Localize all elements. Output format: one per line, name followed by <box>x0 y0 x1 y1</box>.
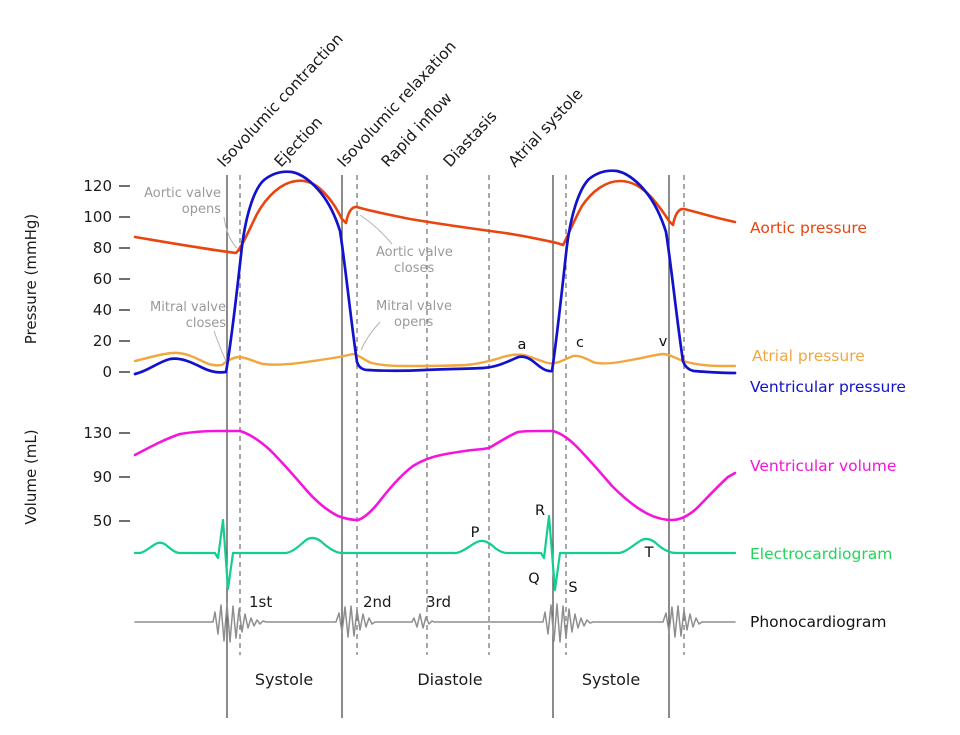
pressure-axis-title: Pressure (mmHg) <box>22 214 40 345</box>
ecg-r-wave-label: R <box>535 503 545 519</box>
annotation-aortic-valve-closes: Aortic valve closes <box>359 214 453 276</box>
phase-label-ejection: Ejection <box>271 113 326 171</box>
pressure-tick-20: 20 <box>93 332 112 350</box>
annotation-text: Mitral valve <box>150 300 226 315</box>
phase-labels-bottom: Systole Diastole Systole <box>255 670 640 689</box>
atrial-pressure-curve <box>133 351 737 368</box>
annotation-text: Aortic valve <box>376 245 453 260</box>
leader-line <box>223 216 238 249</box>
phase-label-atrial-systole: Atrial systole <box>505 85 587 171</box>
legend-ventricular-volume: Ventricular volume <box>750 457 896 475</box>
annotation-aortic-valve-opens: Aortic valve opens <box>144 186 238 249</box>
volume-axis: Volume (mL) 130 90 50 <box>22 424 130 530</box>
ecg-p-wave-label: P <box>471 525 480 541</box>
phase-label-systole-2: Systole <box>582 670 640 689</box>
annotation-text: Mitral valve <box>376 299 452 314</box>
volume-tick-90: 90 <box>93 468 112 486</box>
ventricular-pressure-curve <box>133 169 737 376</box>
annotation-text: closes <box>394 261 434 276</box>
phase-label-systole-1: Systole <box>255 670 313 689</box>
guide-lines <box>226 175 685 718</box>
aortic-pressure-curve <box>133 179 737 255</box>
atrial-a-wave-label: a <box>518 337 527 353</box>
ecg-t-wave-label: T <box>644 545 654 561</box>
annotation-text: opens <box>182 202 221 217</box>
pressure-tick-120: 120 <box>83 177 112 195</box>
ecg-s-wave-label: S <box>568 580 577 596</box>
legend-electrocardiogram: Electrocardiogram <box>750 545 892 563</box>
pressure-tick-100: 100 <box>83 208 112 226</box>
atrial-v-wave-label: v <box>659 334 668 350</box>
phase-labels-top: Isovolumic contraction Ejection Isovolum… <box>214 30 587 171</box>
atrial-c-wave-label: c <box>576 335 584 351</box>
legend-aortic-pressure: Aortic pressure <box>750 219 867 237</box>
ecg-q-wave-label: Q <box>528 571 539 587</box>
phase-label-diastole: Diastole <box>417 670 482 689</box>
curve-legend: Aortic pressure Atrial pressure Ventricu… <box>750 219 906 631</box>
pressure-tick-40: 40 <box>93 301 112 319</box>
electrocardiogram-curve <box>133 514 737 592</box>
wave-labels: a c v P R Q S T <box>471 334 668 596</box>
annotation-mitral-valve-opens: Mitral valve opens <box>360 299 452 351</box>
annotation-mitral-valve-closes: Mitral valve closes <box>150 300 227 362</box>
pressure-axis: Pressure (mmHg) 120 100 80 60 40 20 0 <box>22 177 130 381</box>
legend-ventricular-pressure: Ventricular pressure <box>750 378 906 396</box>
annotation-text: Aortic valve <box>144 186 221 201</box>
volume-axis-title: Volume (mL) <box>22 429 40 524</box>
volume-tick-130: 130 <box>83 424 112 442</box>
pressure-tick-80: 80 <box>93 239 112 257</box>
phonocardiogram-curve <box>134 603 736 643</box>
volume-tick-50: 50 <box>93 512 112 530</box>
leader-line <box>213 330 227 362</box>
legend-atrial-pressure: Atrial pressure <box>752 347 865 365</box>
leader-line <box>360 321 381 351</box>
sound-label-2nd: 2nd <box>363 593 392 611</box>
pressure-tick-0: 0 <box>102 363 112 381</box>
legend-phonocardiogram: Phonocardiogram <box>750 613 887 631</box>
curves <box>133 169 737 643</box>
sound-label-1st: 1st <box>249 593 272 611</box>
annotation-text: opens <box>394 315 433 330</box>
heart-sound-labels: 1st 2nd 3rd <box>249 593 451 611</box>
leader-line <box>359 214 393 245</box>
annotation-text: closes <box>186 316 226 331</box>
pressure-tick-60: 60 <box>93 270 112 288</box>
phase-label-diastasis: Diastasis <box>440 107 501 170</box>
ventricular-volume-curve <box>133 429 737 522</box>
sound-label-3rd: 3rd <box>426 593 451 611</box>
